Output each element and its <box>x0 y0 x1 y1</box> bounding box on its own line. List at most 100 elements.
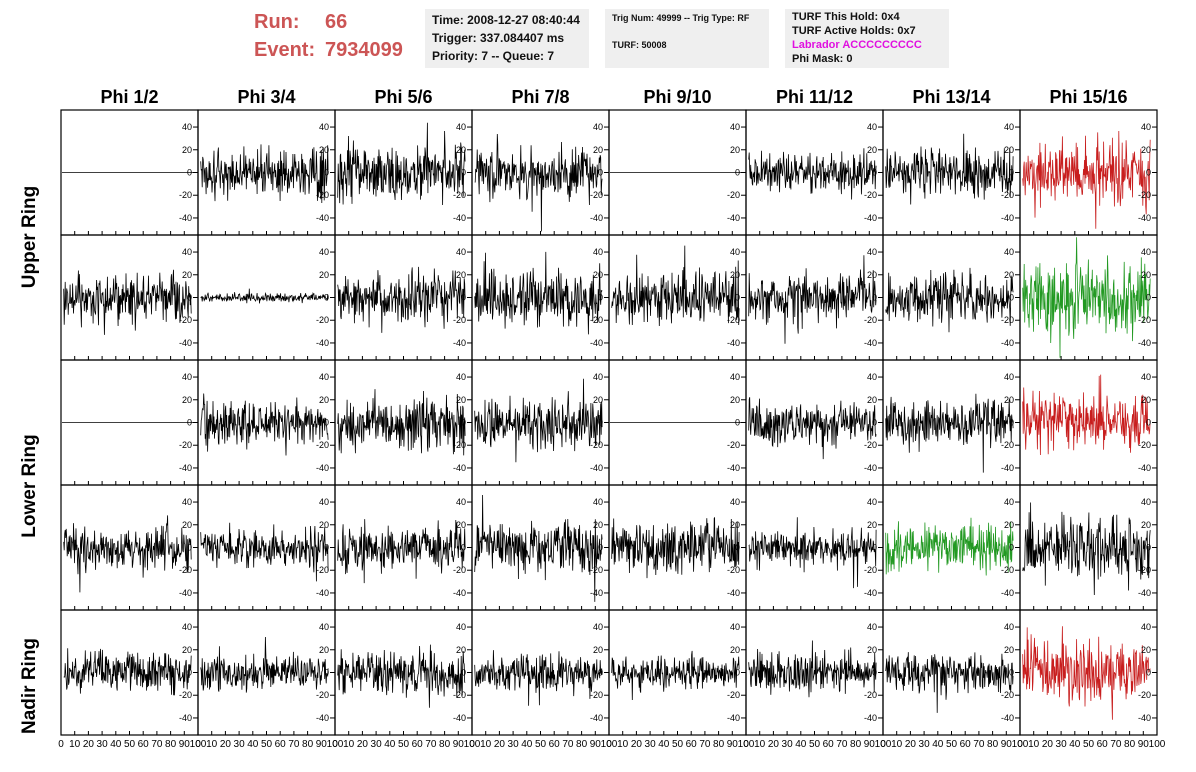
x-tick-label: 20 <box>357 739 369 750</box>
y-tick-label: -40 <box>179 338 192 348</box>
y-tick-label: -20 <box>1001 565 1014 575</box>
x-tick-label: 70 <box>151 739 163 750</box>
y-tick-label: 0 <box>324 418 329 428</box>
x-tick-label: 10 <box>69 739 81 750</box>
y-tick-label: 0 <box>324 293 329 303</box>
x-tick-label: 70 <box>288 739 300 750</box>
waveform-trace <box>63 269 192 335</box>
y-tick-label: -20 <box>727 565 740 575</box>
y-tick-label: 0 <box>872 168 877 178</box>
x-tick-label: 10 <box>206 739 218 750</box>
y-tick-label: 0 <box>1009 543 1014 553</box>
y-tick-label: 0 <box>324 543 329 553</box>
y-tick-label: -20 <box>1138 190 1151 200</box>
x-tick-label: 50 <box>535 739 547 750</box>
x-tick-label: 60 <box>412 739 424 750</box>
x-tick-label: 60 <box>549 739 561 750</box>
y-tick-label: -40 <box>727 588 740 598</box>
y-tick-label: 40 <box>867 247 877 257</box>
y-tick-label: 0 <box>187 418 192 428</box>
x-tick-label: 100 <box>464 739 481 750</box>
y-tick-label: 20 <box>182 645 192 655</box>
y-tick-label: 40 <box>730 622 740 632</box>
y-tick-label: 40 <box>319 497 329 507</box>
y-tick-label: 20 <box>730 645 740 655</box>
y-tick-label: -20 <box>727 190 740 200</box>
priority-text: Priority: 7 -- Queue: 7 <box>432 49 555 63</box>
y-tick-label: -20 <box>179 315 192 325</box>
phi-header: Phi 13/14 <box>912 87 991 107</box>
y-tick-label: 40 <box>730 122 740 132</box>
waveform-trace <box>885 517 1014 576</box>
x-tick-label: 40 <box>384 739 396 750</box>
y-tick-label: -40 <box>1138 338 1151 348</box>
y-tick-label: 0 <box>1146 543 1151 553</box>
y-tick-label: 40 <box>867 122 877 132</box>
x-tick-label: 100 <box>1149 739 1166 750</box>
x-tick-label: 80 <box>713 739 725 750</box>
y-tick-label: -40 <box>316 338 329 348</box>
y-tick-label: 40 <box>1004 122 1014 132</box>
trig-num-text: Trig Num: 49999 -- Trig Type: RF <box>612 13 750 23</box>
turf-num-text: TURF: 50008 <box>612 40 667 50</box>
y-tick-label: 40 <box>1004 622 1014 632</box>
x-tick-label: 90 <box>453 739 465 750</box>
y-tick-label: -40 <box>453 338 466 348</box>
waveform-trace <box>611 516 740 579</box>
y-tick-label: -40 <box>590 588 603 598</box>
x-tick-label: 60 <box>1097 739 1109 750</box>
x-tick-label: 20 <box>220 739 232 750</box>
y-tick-label: -20 <box>179 190 192 200</box>
waveform-trace <box>200 636 329 693</box>
x-tick-label: 30 <box>508 739 520 750</box>
y-tick-label: 20 <box>593 270 603 280</box>
waveform-trace <box>200 288 329 304</box>
y-tick-label: 20 <box>1141 645 1151 655</box>
y-tick-label: -40 <box>179 713 192 723</box>
y-tick-label: -20 <box>453 690 466 700</box>
phi-header: Phi 11/12 <box>775 87 854 107</box>
phi-header: Phi 1/2 <box>100 87 159 107</box>
y-tick-label: -20 <box>590 565 603 575</box>
x-tick-label: 80 <box>439 739 451 750</box>
x-tick-label: 50 <box>672 739 684 750</box>
y-tick-label: -40 <box>864 588 877 598</box>
x-tick-label: 30 <box>919 739 931 750</box>
y-tick-label: 0 <box>598 418 603 428</box>
y-tick-label: 40 <box>456 622 466 632</box>
y-tick-label: 40 <box>867 372 877 382</box>
y-tick-label: 40 <box>593 622 603 632</box>
x-tick-label: 50 <box>124 739 136 750</box>
y-tick-label: 0 <box>598 668 603 678</box>
phi-header: Phi 9/10 <box>643 87 712 107</box>
x-tick-label: 90 <box>864 739 876 750</box>
y-tick-label: -20 <box>864 315 877 325</box>
x-tick-label: 90 <box>1138 739 1150 750</box>
waveform-trace <box>337 389 466 456</box>
x-tick-label: 10 <box>891 739 903 750</box>
y-tick-label: -40 <box>1001 713 1014 723</box>
y-tick-label: -40 <box>453 713 466 723</box>
y-tick-label: 0 <box>1009 168 1014 178</box>
waveform-trace <box>200 393 329 456</box>
y-tick-label: -20 <box>1138 690 1151 700</box>
y-tick-label: -40 <box>590 713 603 723</box>
event-value: 7934099 <box>325 39 403 61</box>
x-tick-label: 50 <box>946 739 958 750</box>
y-tick-label: -40 <box>316 713 329 723</box>
labrador-text: Labrador ACCCCCCCCC <box>792 39 922 51</box>
x-tick-label: 40 <box>247 739 259 750</box>
y-tick-label: 40 <box>730 247 740 257</box>
y-tick-label: 0 <box>735 418 740 428</box>
y-tick-label: -40 <box>590 338 603 348</box>
waveform-trace <box>748 397 877 460</box>
x-tick-label: 80 <box>165 739 177 750</box>
waveform-trace <box>337 266 466 333</box>
y-tick-label: 40 <box>182 122 192 132</box>
y-tick-label: -20 <box>1138 565 1151 575</box>
x-tick-label: 80 <box>302 739 314 750</box>
y-tick-label: 20 <box>593 645 603 655</box>
waveform-trace <box>200 522 329 582</box>
y-tick-label: -20 <box>1138 315 1151 325</box>
y-tick-label: -20 <box>179 440 192 450</box>
